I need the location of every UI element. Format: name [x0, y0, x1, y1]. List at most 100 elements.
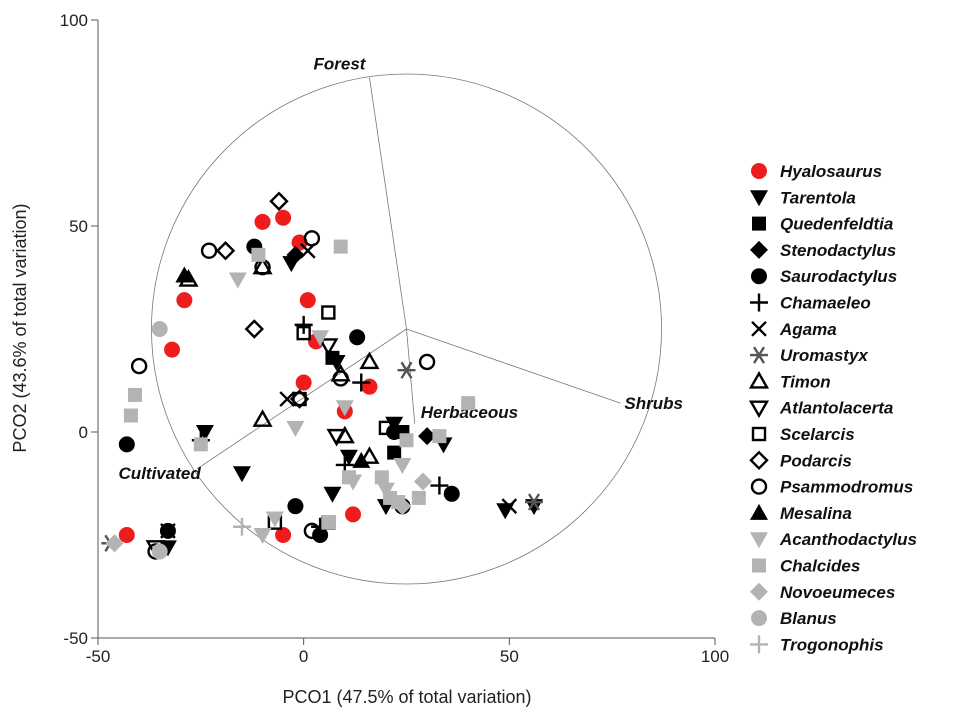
x-tick-label: 50: [500, 647, 519, 666]
point-chalcides: [123, 408, 138, 423]
point-timon: [252, 409, 273, 427]
legend-marker-saurodactylus: [751, 268, 767, 285]
point-psammodromus: [130, 357, 148, 375]
point-acanthodactylus: [393, 457, 412, 474]
point-uromastyx: [525, 493, 544, 511]
x-axis-title: PCO1 (47.5% of total variation): [282, 687, 531, 707]
point-saurodactylus: [349, 329, 366, 346]
point-podarcis: [289, 389, 310, 409]
vector-circle: Forest Herbaceous Shrubs Cultivated: [119, 55, 683, 585]
legend-label-chalcides: Chalcides: [780, 557, 860, 576]
legend-label-atlantolacerta: Atlantolacerta: [779, 399, 893, 418]
point-hyalosaurus: [118, 527, 135, 543]
legend-marker-novoeumeces: [750, 582, 768, 601]
legend-marker-acanthodactylus: [750, 532, 768, 549]
point-chalcides: [193, 437, 208, 452]
legend-label-stenodactylus: Stenodactylus: [780, 241, 896, 260]
point-scelarcis: [321, 305, 336, 320]
point-tarentola: [323, 486, 342, 503]
axes: -50 0 50 100 -50 0 50 100: [60, 11, 730, 666]
point-podarcis: [215, 241, 236, 261]
point-agama: [279, 391, 296, 407]
legend-marker-mesalina: [750, 503, 768, 520]
point-chalcides: [411, 490, 426, 505]
point-saurodactylus: [118, 436, 135, 453]
legend-label-timon: Timon: [780, 372, 831, 391]
vector-label-cultivated: Cultivated: [119, 464, 202, 483]
legend-marker-chalcides: [752, 558, 766, 573]
point-mesalina: [175, 266, 194, 283]
legend-label-psammodromus: Psammodromus: [780, 478, 913, 497]
point-scelarcis: [296, 325, 311, 341]
y-tick-label: 100: [60, 11, 88, 30]
point-chalcides: [128, 387, 143, 402]
legend-label-tarentola: Tarentola: [780, 188, 856, 207]
point-saurodactylus: [287, 498, 304, 515]
point-hyalosaurus: [254, 213, 271, 230]
point-acanthodactylus: [265, 511, 284, 528]
legend-label-acanthodactylus: Acanthodactylus: [779, 530, 917, 549]
legend-marker-chamaeleo: [750, 293, 768, 312]
legend-label-agama: Agama: [779, 320, 837, 339]
point-novoeumeces: [413, 472, 432, 491]
point-acanthodactylus: [286, 420, 305, 437]
point-saurodactylus: [386, 424, 403, 440]
point-chamaeleo: [294, 315, 313, 334]
legend-marker-tarentola: [750, 190, 768, 207]
point-podarcis: [244, 319, 265, 339]
point-hyalosaurus: [345, 506, 362, 523]
point-acanthodactylus: [376, 482, 395, 499]
point-novoeumeces: [393, 497, 412, 516]
legend-marker-blanus: [751, 610, 767, 627]
point-chamaeleo: [352, 373, 371, 392]
point-chalcides: [341, 470, 356, 485]
point-uromastyx: [397, 361, 416, 379]
point-blanus: [151, 543, 168, 560]
legend-marker-psammodromus: [750, 478, 768, 495]
point-stenodactylus: [286, 245, 305, 264]
point-psammodromus: [303, 230, 321, 247]
point-psammodromus: [200, 242, 218, 259]
legend-label-hyalosaurus: Hyalosaurus: [780, 162, 882, 181]
point-tarentola: [195, 425, 214, 441]
legend-marker-agama: [751, 320, 767, 337]
legend-marker-timon: [748, 370, 770, 389]
point-chalcides: [333, 239, 348, 254]
point-hyalosaurus: [361, 378, 378, 395]
point-timon: [359, 446, 380, 464]
point-tarentola: [339, 449, 358, 466]
legend-marker-trogonophis: [750, 635, 768, 654]
x-tick-label: 100: [701, 647, 729, 666]
vector-label-herbaceous: Herbaceous: [421, 403, 518, 422]
point-agama: [501, 498, 518, 515]
point-timon: [359, 351, 380, 370]
y-axis-title: PCO2 (43.6% of total variation): [10, 203, 30, 452]
vector-cultivated: [196, 328, 407, 470]
point-acanthodactylus: [311, 330, 330, 347]
vector-label-forest: Forest: [314, 55, 367, 74]
point-acanthodactylus: [335, 400, 354, 417]
point-hyalosaurus: [275, 209, 292, 226]
point-psammodromus: [418, 353, 436, 371]
legend-label-mesalina: Mesalina: [780, 504, 852, 523]
legend-marker-quedenfeldtia: [752, 216, 766, 231]
legend-label-chamaeleo: Chamaeleo: [780, 294, 871, 313]
point-hyalosaurus: [295, 374, 312, 391]
point-chalcides: [399, 433, 414, 448]
legend-marker-hyalosaurus: [751, 163, 767, 179]
point-atlantolacerta: [318, 338, 339, 356]
legend-marker-stenodactylus: [750, 240, 768, 259]
correlation-circle: [151, 73, 662, 585]
point-scelarcis: [292, 391, 307, 407]
point-trogonophis: [232, 517, 251, 536]
point-mesalina: [352, 451, 371, 468]
legend-label-podarcis: Podarcis: [780, 451, 852, 470]
point-saurodactylus: [443, 485, 460, 502]
legend-label-saurodactylus: Saurodactylus: [780, 267, 897, 286]
point-hyalosaurus: [299, 292, 316, 309]
point-chalcides: [374, 470, 389, 485]
x-tick-label: -50: [86, 647, 111, 666]
legend-label-scelarcis: Scelarcis: [780, 425, 855, 444]
legend-marker-scelarcis: [751, 426, 767, 442]
y-tick-label: 0: [79, 423, 88, 442]
